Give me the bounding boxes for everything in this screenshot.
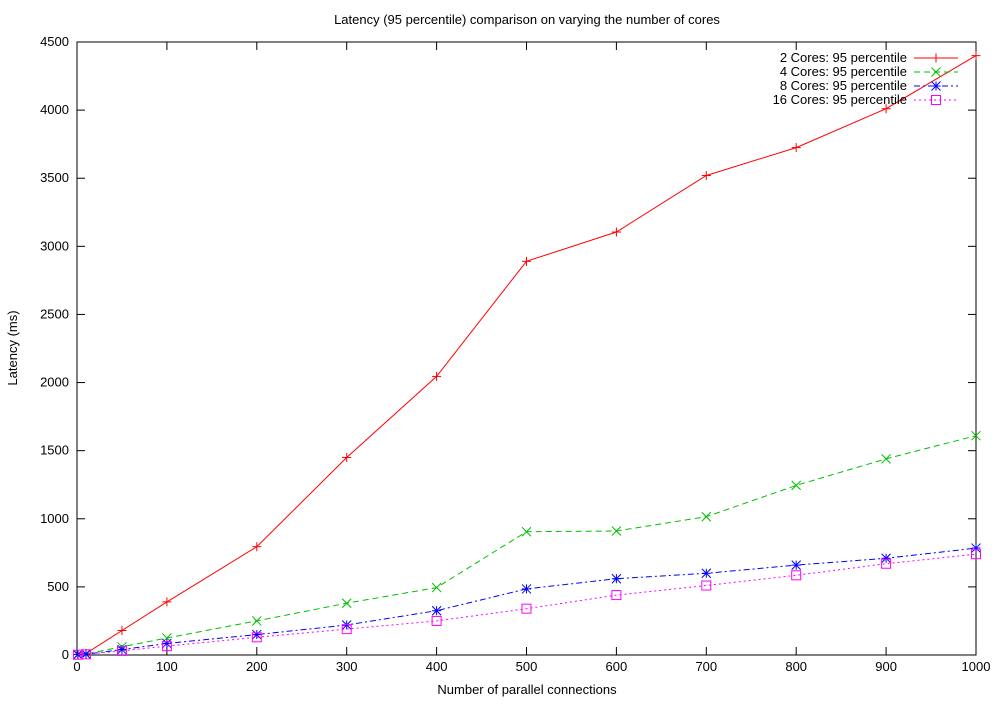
series-4 [72, 549, 981, 660]
data-point [341, 624, 352, 635]
data-point [341, 598, 352, 609]
data-point [791, 143, 801, 153]
y-tick-label: 4000 [40, 102, 69, 117]
data-point [162, 597, 172, 607]
x-tick-label: 400 [426, 659, 448, 674]
y-tick-label: 2500 [40, 306, 69, 321]
x-tick-label: 200 [246, 659, 268, 674]
y-tick-label: 2000 [40, 375, 69, 390]
data-point [431, 582, 442, 593]
series-line [77, 55, 977, 655]
data-point [701, 580, 712, 591]
data-point [116, 645, 127, 656]
x-axis-label: Number of parallel connections [437, 682, 617, 697]
series-line [77, 547, 977, 656]
y-tick-label: 500 [47, 579, 69, 594]
y-tick-label: 4500 [40, 34, 69, 49]
data-point [791, 560, 802, 570]
data-point [521, 584, 532, 594]
x-tick-label: 800 [785, 659, 807, 674]
data-point [701, 511, 712, 522]
data-point [251, 616, 262, 626]
legend-label: 8 Cores: 95 percentile [780, 78, 907, 93]
y-tick-label: 0 [62, 647, 69, 662]
data-point [251, 632, 262, 643]
data-point [971, 543, 981, 553]
data-point [881, 104, 891, 114]
y-tick-label: 3000 [40, 238, 69, 253]
x-tick-label: 500 [516, 659, 538, 674]
data-point [611, 227, 621, 237]
series-line [77, 553, 977, 656]
chart-title: Latency (95 percentile) comparison on va… [334, 12, 720, 27]
x-tick-label: 100 [156, 659, 178, 674]
legend-marker [931, 81, 941, 91]
data-point [881, 453, 891, 464]
data-point [701, 170, 711, 180]
y-tick-label: 1000 [40, 511, 69, 526]
data-point [252, 542, 262, 552]
data-point [432, 371, 442, 381]
data-point [80, 649, 91, 660]
data-point [791, 480, 802, 491]
series-3 [73, 543, 981, 660]
data-point [72, 649, 83, 660]
x-tick-label: 700 [695, 659, 717, 674]
data-point [521, 526, 532, 537]
data-point [521, 603, 532, 614]
series-2 [73, 430, 981, 660]
data-point [342, 452, 352, 462]
data-point [971, 549, 981, 560]
data-point [431, 605, 442, 616]
data-point [881, 558, 892, 569]
series-1 [73, 51, 981, 659]
plot-frame [76, 41, 977, 656]
data-point [161, 641, 172, 652]
data-point [611, 590, 622, 601]
data-point [881, 553, 891, 564]
data-point [117, 625, 127, 635]
legend-marker [931, 67, 941, 77]
legend-marker [931, 95, 941, 105]
data-point [701, 568, 712, 579]
legend-label: 4 Cores: 95 percentile [780, 64, 907, 79]
data-point [522, 256, 531, 266]
legend-label: 2 Cores: 95 percentile [780, 50, 907, 65]
data-point [971, 430, 981, 441]
y-tick-label: 1500 [40, 443, 69, 458]
x-tick-label: 300 [336, 659, 358, 674]
data-point [431, 615, 442, 626]
data-point [611, 526, 622, 536]
x-tick-label: 900 [875, 659, 897, 674]
x-tick-label: 600 [606, 659, 628, 674]
data-point [971, 51, 981, 61]
data-point [791, 570, 802, 581]
legend-label: 16 Cores: 95 percentile [773, 92, 907, 107]
x-tick-label: 0 [73, 659, 80, 674]
data-point [611, 573, 622, 584]
y-axis-label: Latency (ms) [5, 310, 20, 385]
series-line [77, 435, 977, 656]
y-tick-label: 3500 [40, 170, 69, 185]
legend-marker [931, 53, 941, 63]
x-tick-label: 1000 [962, 659, 991, 674]
